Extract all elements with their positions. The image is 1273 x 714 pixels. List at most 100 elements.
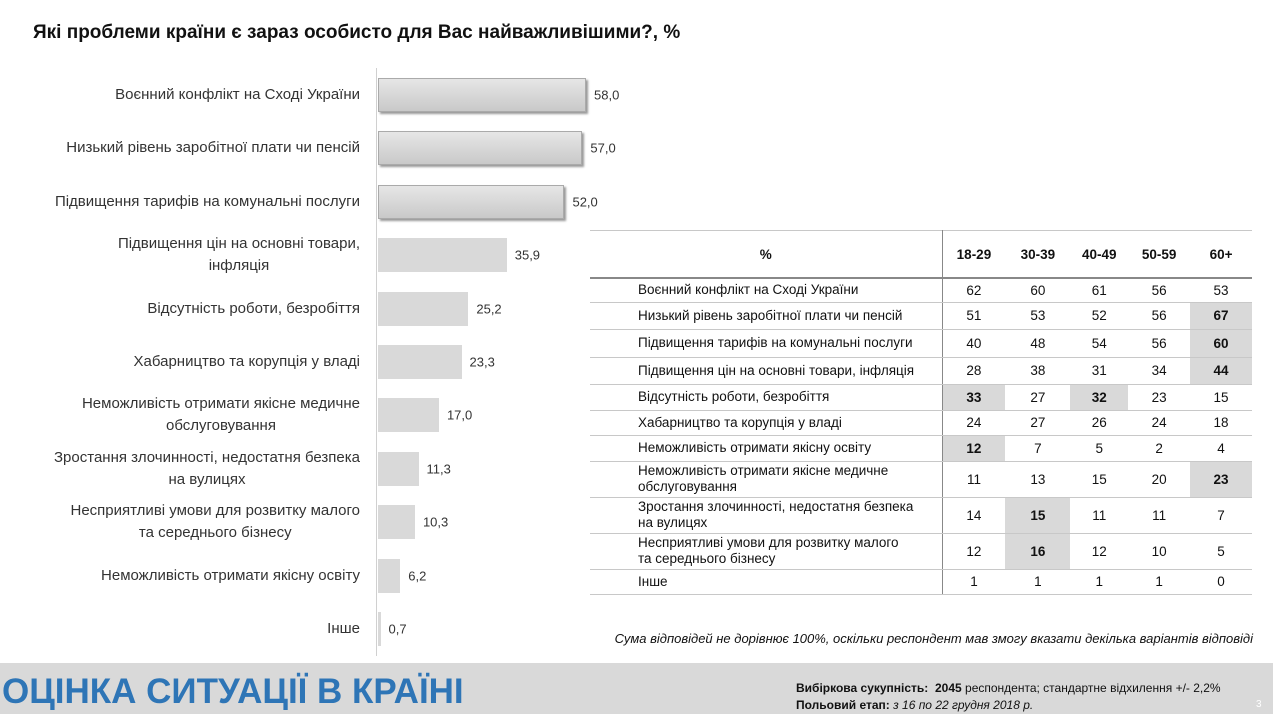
value-label: 25,2 [476,301,502,317]
category-label: Воєнний конфлікт на Сході України [115,86,360,103]
category-label: Інше [327,620,360,637]
table-cell: 26 [1070,410,1129,436]
value-label: 58,0 [594,87,620,103]
table-cell: 60 [1190,329,1252,358]
category-label: Відсутність роботи, безробіття [147,299,360,317]
table-cell: 16 [1005,533,1071,570]
table-cell: 15 [1005,497,1071,534]
table-row: Низький рівень заробітної плати чи пенсі… [590,302,1252,330]
field-dates: з 16 по 22 грудня 2018 р. [893,698,1034,712]
row-label: Підвищення тарифів на комунальні послуги [590,329,943,358]
footer-band [0,663,1273,714]
table-cell: 38 [1005,357,1071,385]
table-cell: 11 [942,461,1006,498]
chart-title: Які проблеми країни є зараз особисто для… [33,22,681,43]
row-label: Низький рівень заробітної плати чи пенсі… [590,302,943,330]
table-row: Хабарництво та корупція у владі 24 27 26 24 1… [590,410,1252,436]
table-cell: 11 [1070,497,1129,534]
value-label: 23,3 [469,354,495,370]
footnote: Сума відповідей не дорівнює 100%, оскіль… [614,631,1253,646]
row-label: Воєнний конфлікт на Сході України [590,278,943,303]
table-cell: 15 [1190,384,1252,411]
table-cell: 48 [1005,329,1071,358]
table-cell: 5 [1070,435,1129,462]
category-label: Підвищення цін на основні товари, інфляц… [117,235,360,275]
value-label: 0,7 [388,621,407,637]
table-cell: 52 [1070,302,1129,330]
header-cell: 50-59 [1128,230,1191,279]
bar [378,612,381,646]
table-cell: 1 [1005,569,1071,595]
table-cell: 34 [1128,357,1191,385]
table-cell: 23 [1190,461,1252,498]
axis-line [376,68,377,656]
table-row: Воєнний конфлікт на Сході України 62 60 61 5… [590,278,1252,303]
table-cell: 12 [942,435,1006,462]
bar [378,238,507,273]
table-cell: 56 [1128,329,1191,358]
bar [378,398,439,433]
table-cell: 7 [1005,435,1071,462]
table-cell: 1 [1128,569,1191,595]
category-label: Несприятливі умови для розвитку малого т… [70,502,361,542]
row-label: Підвищення цін на основні товари, інфляц… [590,357,943,385]
category-label: Хабарництво та корупція у владі [133,353,360,370]
table-cell: 11 [1128,497,1191,534]
table-cell: 13 [1005,461,1071,498]
table-row: Інше 1 1 1 1 0 [590,569,1252,595]
header-cell: 18-29 [942,230,1006,279]
sample-line: Вибіркова сукупність: 2045 респондента; … [796,681,1221,695]
table-row: Неможливість отримати якісне медичне обс… [590,461,1252,498]
bar [378,558,401,593]
table-cell: 15 [1070,461,1129,498]
value-label: 52,0 [572,194,598,210]
bar [378,345,462,379]
header-cell: 30-39 [1005,230,1071,279]
sample-label: Вибіркова сукупність: [796,681,929,695]
table-cell: 14 [942,497,1006,534]
value-label: 6,2 [408,568,427,584]
row-label: Несприятливі умови для розвитку малого т… [590,533,943,570]
table: % 18-29 30-39 40-49 50-59 60+ Воєнний конфлікт… [590,230,1252,595]
table-row: Підвищення цін на основні товари, інфляц… [590,357,1252,385]
section-title: ОЦІНКА СИТУАЦІЇ В КРАЇНІ [2,672,464,711]
table-cell: 23 [1128,384,1191,411]
sample-size: 2045 [934,681,962,695]
table-cell: 2 [1128,435,1191,462]
value-label: 17,0 [446,407,473,423]
table-cell: 24 [1128,410,1191,436]
table-cell: 7 [1190,497,1252,534]
value-label: 11,3 [426,461,451,477]
table-cell: 53 [1190,278,1252,303]
category-label: Неможливість отримати якісну освіту [101,566,360,584]
table-cell: 0 [1190,569,1252,595]
bar [378,184,565,219]
table-cell: 18 [1190,410,1252,436]
table-cell: 12 [1070,533,1129,570]
table-cell: 32 [1070,384,1129,411]
category-label: Низький рівень заробітної плати чи пенсі… [66,139,360,157]
value-label: 57,0 [590,140,616,156]
table-cell: 27 [1005,410,1071,436]
bar [378,505,415,540]
header-row: % 18-29 30-39 40-49 50-59 60+ [590,230,1252,279]
table-cell: 51 [942,302,1006,330]
sample-rest: респондента; стандартне відхилення +/- 2… [965,681,1221,695]
value-label: 10,3 [422,514,449,530]
field-label: Польовий етап: [796,698,890,712]
row-label: Відсутність роботи, безробіття [590,384,943,411]
bar [378,78,586,112]
value-label: 35,9 [514,247,541,263]
table-cell: 40 [942,329,1006,358]
table-cell: 44 [1190,357,1252,385]
table-cell: 60 [1005,278,1071,303]
header-cell: 60+ [1190,230,1252,279]
table-cell: 53 [1005,302,1071,330]
table-cell: 61 [1070,278,1129,303]
table-row: Неможливість отримати якісну освіту 12 7 5 2… [590,435,1252,462]
row-label: Неможливість отримати якісне медичне обс… [590,461,943,498]
table-cell: 24 [942,410,1006,436]
table-cell: 56 [1128,302,1191,330]
table-cell: 31 [1070,357,1129,385]
